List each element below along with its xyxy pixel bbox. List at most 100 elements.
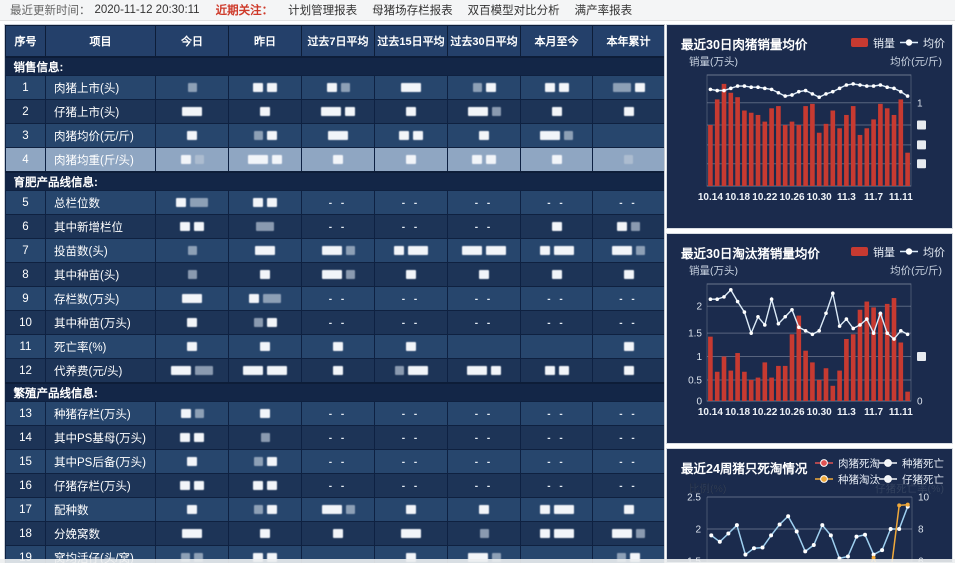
svg-text:10.18: 10.18 <box>725 192 750 203</box>
value-cell <box>520 545 593 563</box>
table-row[interactable]: 8 其中种苗(头) <box>5 262 664 287</box>
value-cell: - - <box>447 190 521 215</box>
value-cell: - - <box>374 190 448 215</box>
value-cell: - - <box>447 286 521 311</box>
top-status-bar: 最近更新时间： 2020-11-12 20:30:11 近期关注： 计划管理报表… <box>0 0 955 21</box>
chart-legend[interactable]: 销量 均价 <box>851 245 945 259</box>
table-row[interactable]: 13 种猪存栏(万头) - - - - - - - - - - <box>5 401 664 426</box>
table-row[interactable]: 18 分娩窝数 <box>5 521 664 546</box>
redacted-value-block <box>253 197 263 207</box>
redacted-value-block <box>267 480 277 490</box>
empty-value-dash: - - <box>401 408 421 420</box>
redacted-value-block <box>612 82 631 92</box>
value-cell <box>592 214 664 239</box>
bar <box>905 152 910 186</box>
chart-panel-weekly-death: 最近24周猪只死淘情况 肉猪死淘 种猪死亡 种猪淘汰 仔猪死亡 比例(%) 比例(%) 仔猪死… <box>666 448 953 563</box>
row-label: 投苗数(头) <box>45 238 156 263</box>
bar <box>714 371 720 401</box>
value-cell <box>228 449 302 474</box>
redacted-value-block <box>551 154 562 164</box>
value-cell <box>155 262 229 287</box>
value-cell <box>155 123 229 148</box>
group-header-row: 繁殖产品线信息: <box>5 382 664 402</box>
value-cell <box>155 334 229 359</box>
redacted-value-block <box>171 365 191 375</box>
value-cell <box>447 545 521 563</box>
row-index: 4 <box>5 147 46 173</box>
svg-text:均价(元/斤): 均价(元/斤) <box>890 56 942 68</box>
chart-legend[interactable]: 销量 均价 <box>851 36 945 50</box>
bar <box>735 97 740 186</box>
value-cell <box>155 75 229 100</box>
table-row[interactable]: 2 仔猪上市(头) <box>5 99 664 124</box>
svg-text:最近30日肉猪销量均价: 最近30日肉猪销量均价 <box>681 37 808 52</box>
empty-value-dash: - - <box>474 480 494 492</box>
value-cell: - - <box>374 286 448 311</box>
row-index: 7 <box>5 238 46 263</box>
row-label: 其中种苗(头) <box>45 262 156 287</box>
value-cell <box>301 75 375 100</box>
table-row[interactable]: 9 存栏数(万头) - - - - - - - - - - <box>5 286 664 311</box>
value-cell: - - <box>301 190 375 215</box>
row-index: 5 <box>5 190 46 215</box>
bar <box>769 377 774 401</box>
empty-value-dash: - - <box>547 480 566 492</box>
table-row[interactable]: 11 死亡率(%) <box>5 334 664 359</box>
svg-text:10.30: 10.30 <box>807 407 832 418</box>
table-row[interactable]: 3 肉猪均价(元/斤) <box>5 123 664 148</box>
table-row[interactable]: 12 代养费(元/头) <box>5 358 664 384</box>
value-cell: - - <box>447 310 521 335</box>
table-row[interactable]: 14 其中PS基母(万头) - - - - - - - - - - <box>5 425 664 450</box>
bar <box>721 83 727 186</box>
empty-value-dash: - - <box>474 197 494 209</box>
table-row[interactable]: 4 肉猪均重(斤/头) <box>5 147 664 173</box>
svg-text:0: 0 <box>917 397 923 408</box>
table-row[interactable]: 16 仔猪存栏(万头) - - - - - - - - - - <box>5 473 664 498</box>
table-row[interactable]: 6 其中新增栏位 - - - - - - <box>5 214 664 239</box>
empty-value-dash: - - <box>547 293 566 305</box>
recent-focus-label: 近期关注： <box>215 5 274 17</box>
value-cell: - - <box>374 401 448 426</box>
table-row[interactable]: 5 总栏位数 - - - - - - - - - - <box>5 190 664 215</box>
redacted-value-block <box>260 341 270 351</box>
empty-value-dash: - - <box>547 432 566 444</box>
value-cell <box>301 545 375 563</box>
table-row[interactable]: 17 配种数 <box>5 497 664 522</box>
value-cell <box>520 214 593 239</box>
svg-text:1.5: 1.5 <box>688 329 702 340</box>
value-cell <box>228 214 302 239</box>
redacted-value-block <box>180 432 190 442</box>
redacted-value-block <box>253 130 263 140</box>
table-row[interactable]: 10 其中种苗(万头) - - - - - - - - - - <box>5 310 664 335</box>
empty-value-dash: - - <box>328 293 348 305</box>
redacted-value-block <box>249 293 259 303</box>
table-row[interactable]: 1 肉猪上市(头) <box>5 75 664 100</box>
bar <box>803 106 808 186</box>
table-row[interactable]: 7 投苗数(头) <box>5 238 664 263</box>
value-cell <box>592 262 664 287</box>
redacted-value-block <box>272 154 282 164</box>
value-cell <box>374 262 448 287</box>
redacted-value-block <box>479 269 489 279</box>
row-index: 6 <box>5 214 46 239</box>
row-index: 17 <box>5 497 46 522</box>
nav-link-3[interactable]: 满产率报表 <box>574 5 633 17</box>
nav-link-2[interactable]: 双百模型对比分析 <box>467 5 560 17</box>
nav-link-1[interactable]: 母猪场存栏报表 <box>372 5 453 17</box>
value-cell <box>520 99 593 124</box>
bar <box>728 370 734 401</box>
redacted-value-block <box>617 221 627 231</box>
redacted-value-block <box>333 365 343 375</box>
page-bottom-edge <box>0 559 955 563</box>
redacted-value-block <box>260 528 270 538</box>
nav-link-0[interactable]: 计划管理报表 <box>288 5 358 17</box>
table-row[interactable]: 19 窝均活仔(头/窝) <box>5 545 664 563</box>
redacted-value-block <box>267 365 287 375</box>
redacted-value-block <box>479 504 489 514</box>
redacted-value-block <box>333 154 343 164</box>
bar <box>864 128 870 186</box>
table-row[interactable]: 15 其中PS后备(万头) - - - - - - - - - - <box>5 449 664 474</box>
svg-text:0.5: 0.5 <box>688 375 702 386</box>
value-cell: - - <box>301 286 375 311</box>
